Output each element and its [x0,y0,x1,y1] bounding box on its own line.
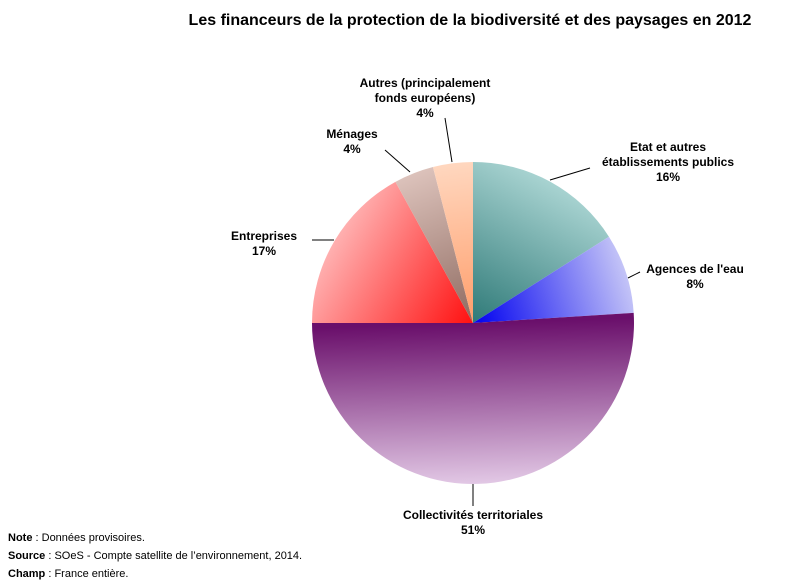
slice-value: 4% [416,106,434,120]
slice-label: Autres (principalement fonds européens) 4% [345,76,505,121]
leader-line [384,149,411,173]
champ-line: Champ : France entière. [8,568,129,580]
slice-value: 17% [251,244,277,258]
pie-slice [432,162,473,323]
note-line: Note : Données provisoires. [8,532,145,544]
slice-value: 8% [686,277,704,291]
slice-label: Collectivités territoriales 51% [373,508,573,538]
slice-label-text: Agences de l'eau [646,262,744,276]
slice-label-text: fonds européens) [374,91,476,105]
pie-slice [312,181,473,323]
leader-line [444,117,453,163]
slice-value: 4% [343,142,361,156]
slice-label: Etat et autres établissements publics 16% [588,140,748,185]
slice-label-text: Autres (principalement [359,76,491,90]
pie-slice [473,236,634,323]
chart-notes: Note : Données provisoires. Source : SOe… [8,529,302,583]
slice-label-text: Entreprises [230,229,298,243]
slice-label-text: Ménages [326,127,378,141]
chart-title: Les financeurs de la protection de la bi… [188,12,752,29]
pie-slice [312,312,635,485]
slice-label-text: Collectivités territoriales [402,508,544,522]
slice-value: 51% [460,523,486,537]
source-line: Source : SOeS - Compte satellite de l’en… [8,550,303,562]
leader-line [549,167,591,181]
slice-label-text: établissements publics [601,155,735,169]
slice-label: Entreprises 17% [214,229,314,259]
slice-label: Agences de l'eau 8% [635,262,755,292]
slice-value: 16% [655,170,681,184]
slice-label-text: Etat et autres [629,140,707,154]
pie-slice [473,162,609,323]
pie-slice [395,167,473,323]
slice-label: Ménages 4% [312,127,392,157]
leader-line [627,271,641,279]
